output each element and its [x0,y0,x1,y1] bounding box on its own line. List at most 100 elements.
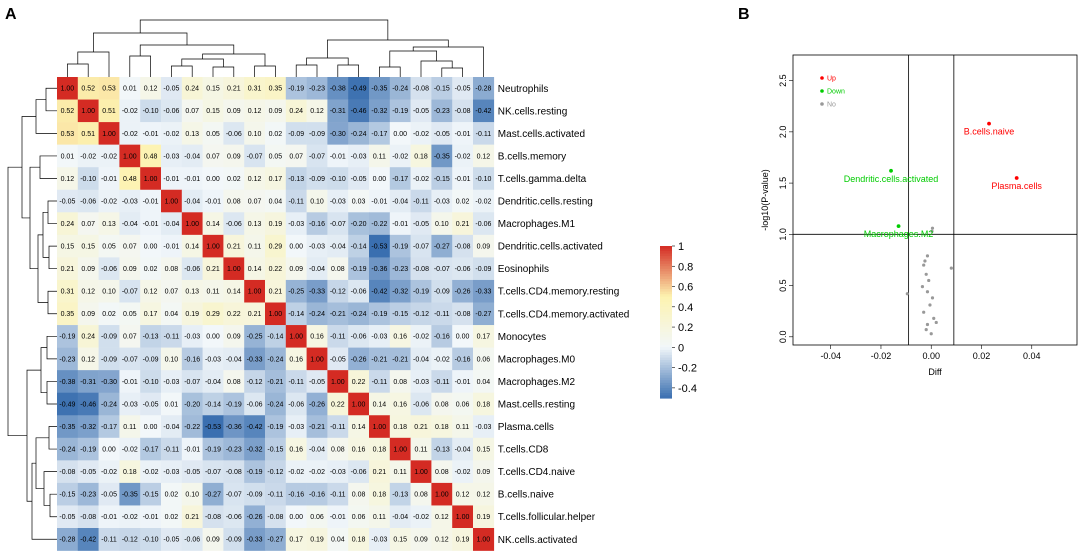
heatmap-cell [473,99,495,123]
heatmap-cell [140,279,162,303]
heatmap-cell [431,279,453,303]
dendrogram-branch [139,19,389,40]
volcano-point [929,332,933,336]
heatmap-cell-value: -0.06 [101,266,117,273]
heatmap-cell [410,234,432,258]
heatmap-cell-value: -0.02 [309,469,325,476]
heatmap-cell [306,122,328,145]
heatmap-cell [285,437,307,461]
heatmap-cell [119,370,141,393]
heatmap-cell-value: -0.04 [163,424,179,431]
volcano-legend-marker [820,76,824,80]
heatmap-cell-value: -0.10 [143,108,159,115]
heatmap-cell-value: -0.26 [455,289,471,296]
heatmap-cell-value: -0.03 [371,334,387,341]
heatmap-cell-value: -0.23 [80,492,96,499]
row-dendrogram [7,87,57,540]
heatmap-cell [452,257,474,281]
heatmap-cell [410,144,432,168]
heatmap-cell [119,325,141,348]
heatmap-cell [348,347,370,371]
heatmap-cell [119,144,141,168]
heatmap-cell [244,212,266,236]
heatmap-cell [285,460,307,484]
heatmap-cell-value: -0.02 [475,198,491,205]
heatmap-cell-value: 0.18 [435,424,449,431]
heatmap-cell [369,392,391,416]
heatmap-cell [202,437,224,461]
heatmap-cell [389,437,411,461]
heatmap-cell [265,257,287,281]
legend-swatch [660,390,672,394]
heatmap-cell-value: 1.00 [165,198,179,205]
heatmap-cell-value: -0.24 [351,131,367,138]
heatmap-cell-value: 0.09 [269,108,283,115]
heatmap-cell-value: -0.19 [80,446,96,453]
heatmap-cell-value: 0.11 [373,514,386,521]
heatmap-cell-value: -0.05 [59,198,75,205]
heatmap-cell [140,325,162,348]
heatmap-cell-value: 0.12 [61,176,75,183]
heatmap-cell [57,77,79,100]
heatmap-cell-value: 0.18 [123,469,137,476]
legend-swatch [660,342,672,346]
heatmap-cell [473,144,495,168]
heatmap-cell-value: -0.16 [309,492,325,499]
heatmap-cell [202,325,224,348]
heatmap-cell [348,302,370,326]
dendrogram-branch [379,66,401,77]
heatmap-cell [223,302,245,326]
heatmap-cell-value: -0.01 [330,153,346,160]
heatmap-cell [348,212,370,236]
heatmap-cell [244,347,266,371]
heatmap-cell-value: -0.07 [184,379,200,386]
heatmap-cell [57,392,79,416]
heatmap-cell [140,77,162,100]
legend-swatch [660,362,672,366]
heatmap-cell [244,144,266,168]
legend-swatch [660,382,672,386]
heatmap-cell-value: -0.09 [226,537,242,544]
heatmap-cell [369,144,391,168]
heatmap-cell [410,279,432,303]
heatmap-cell-value: -0.42 [80,537,96,544]
legend-swatch [660,377,672,381]
heatmap-cell-value: 1.00 [269,311,283,318]
heatmap-cell [98,234,120,258]
heatmap-cell-value: 0.15 [477,446,491,453]
heatmap-cell-value: -0.20 [184,401,200,408]
heatmap-cell-value: -0.03 [163,153,179,160]
heatmap-cell-value: -0.42 [247,424,263,431]
heatmap-cell [223,415,245,439]
heatmap-cell-value: 1.00 [81,108,95,115]
heatmap-cell-value: -0.14 [288,311,304,318]
heatmap-cell [452,347,474,371]
heatmap-cell [431,347,453,371]
volcano-point [1014,176,1019,180]
heatmap-cell-value: -0.02 [413,514,429,521]
heatmap-cell-value: -0.46 [351,108,367,115]
heatmap-cell-value: 0.09 [477,469,491,476]
heatmap-cell [244,189,266,213]
heatmap-cell-value: 1.00 [477,537,491,544]
heatmap-cell-value: -0.23 [59,356,75,363]
heatmap-cell [202,189,224,213]
heatmap-cell [57,257,79,281]
heatmap-cell-value: -0.11 [434,311,450,318]
heatmap-cell-value: -0.01 [143,198,159,205]
heatmap-cell-value: -0.06 [226,514,242,521]
heatmap-cell [265,167,287,191]
heatmap-cell-value: -0.05 [330,356,346,363]
heatmap-cell-value: -0.07 [247,153,263,160]
heatmap-cell [223,122,245,145]
heatmap-cell [119,437,141,461]
heatmap-cell [327,189,349,213]
heatmap-cell [161,325,183,348]
heatmap-cell-value: 0.08 [435,469,449,476]
heatmap-cell [57,144,79,168]
heatmap-cell [119,460,141,484]
heatmap-cell-value: -0.11 [268,492,284,499]
heatmap-cell [181,482,203,506]
heatmap-cell [473,189,495,213]
